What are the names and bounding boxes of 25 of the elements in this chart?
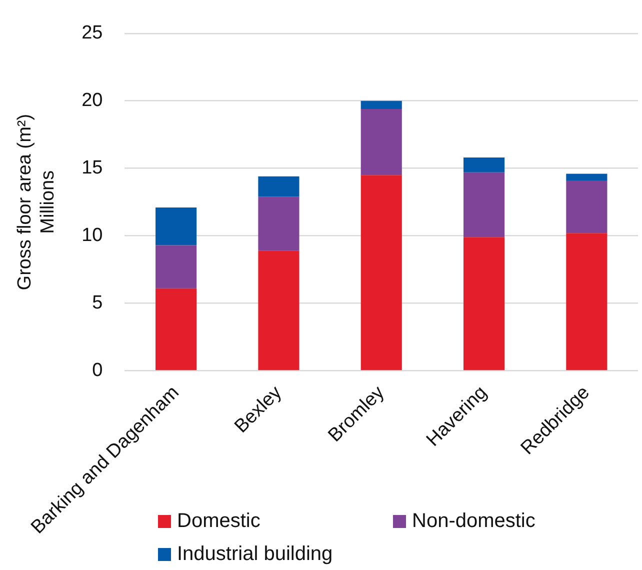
legend-label: Domestic (177, 510, 260, 533)
bar (463, 237, 505, 370)
y-tick-label: 20 (82, 90, 103, 112)
bar (360, 175, 402, 370)
bar (258, 196, 300, 251)
bar (258, 250, 300, 370)
bar (463, 158, 505, 172)
bar (156, 245, 197, 288)
y-axis-title: Gross floor area (m²) Millions (14, 114, 58, 290)
y-tick-label: 25 (82, 22, 103, 44)
y-tick-label: 10 (82, 225, 103, 246)
bar (360, 100, 402, 109)
legend-label: Non-domestic (412, 510, 536, 533)
y-tick-label: 15 (82, 158, 103, 179)
bar (258, 176, 300, 197)
y-tick-label: 0 (92, 360, 103, 381)
y-tick-label: 5 (92, 292, 103, 314)
bar (156, 288, 197, 370)
bar (566, 180, 608, 234)
bar (566, 233, 608, 370)
legend-label: Industrial building (177, 543, 333, 566)
bar (360, 108, 402, 176)
bar (566, 174, 608, 180)
bar (156, 207, 197, 246)
bar (463, 172, 505, 238)
